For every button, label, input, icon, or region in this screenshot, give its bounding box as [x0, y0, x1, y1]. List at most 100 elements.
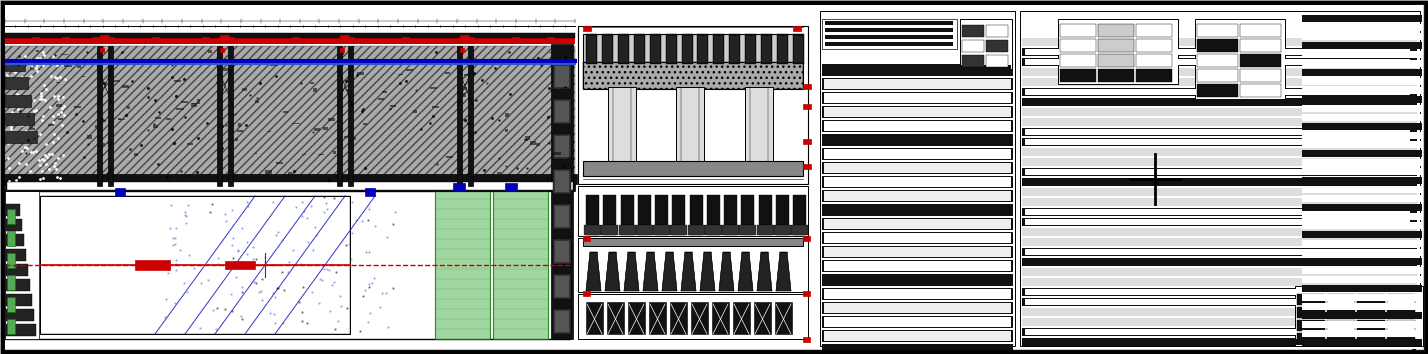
- Bar: [7, 209, 16, 224]
- Bar: [823, 316, 1012, 328]
- Bar: [1025, 339, 1409, 345]
- Bar: [1137, 39, 1172, 52]
- Bar: [824, 219, 1011, 229]
- Bar: [1297, 320, 1325, 331]
- Bar: [1025, 169, 1409, 175]
- Bar: [1302, 159, 1422, 166]
- Bar: [823, 78, 1012, 90]
- Bar: [1297, 333, 1325, 344]
- Bar: [1327, 333, 1355, 344]
- Bar: [618, 34, 628, 64]
- Bar: [1302, 240, 1422, 247]
- Bar: [1297, 294, 1325, 305]
- Bar: [1022, 58, 1417, 66]
- Bar: [1022, 48, 1417, 56]
- Polygon shape: [624, 252, 638, 291]
- Bar: [824, 163, 1011, 173]
- Bar: [340, 48, 344, 52]
- Bar: [745, 87, 773, 161]
- Bar: [506, 129, 508, 132]
- Bar: [1302, 312, 1422, 319]
- Bar: [775, 302, 793, 334]
- Bar: [697, 34, 708, 64]
- Bar: [1197, 39, 1238, 52]
- Bar: [681, 34, 693, 64]
- Bar: [555, 136, 568, 157]
- Bar: [101, 143, 106, 146]
- Bar: [1387, 307, 1415, 318]
- Bar: [1098, 39, 1134, 52]
- Bar: [6, 77, 29, 89]
- Bar: [1022, 98, 1417, 106]
- Bar: [578, 186, 808, 236]
- Bar: [823, 204, 1012, 216]
- Bar: [314, 129, 320, 131]
- Bar: [109, 46, 113, 186]
- Bar: [166, 118, 171, 120]
- Bar: [208, 50, 211, 53]
- Bar: [823, 148, 1012, 160]
- Bar: [824, 121, 1011, 131]
- Bar: [745, 34, 757, 64]
- Bar: [407, 69, 413, 70]
- Polygon shape: [643, 252, 658, 291]
- Bar: [191, 103, 200, 104]
- Bar: [691, 302, 708, 334]
- Bar: [506, 183, 517, 191]
- Bar: [824, 107, 1011, 117]
- Bar: [1302, 60, 1422, 67]
- Bar: [6, 219, 21, 231]
- Bar: [1098, 54, 1134, 67]
- Bar: [1025, 249, 1409, 255]
- Polygon shape: [775, 252, 791, 291]
- Bar: [555, 66, 568, 87]
- Bar: [113, 80, 120, 82]
- Bar: [778, 36, 787, 62]
- Bar: [31, 37, 39, 42]
- Bar: [1302, 321, 1422, 328]
- Bar: [1022, 278, 1417, 286]
- Bar: [497, 172, 501, 173]
- Bar: [553, 134, 571, 159]
- Bar: [714, 36, 724, 62]
- Bar: [1022, 208, 1417, 216]
- Bar: [1060, 54, 1097, 67]
- Bar: [1022, 158, 1417, 166]
- Bar: [667, 36, 675, 62]
- Bar: [1302, 15, 1422, 22]
- Bar: [583, 238, 803, 246]
- Bar: [6, 264, 29, 276]
- Bar: [6, 33, 575, 38]
- Bar: [1302, 87, 1422, 94]
- Bar: [7, 319, 16, 334]
- Bar: [1302, 276, 1422, 283]
- Bar: [464, 74, 468, 76]
- Bar: [6, 204, 20, 216]
- Bar: [1197, 84, 1238, 97]
- Bar: [536, 176, 541, 177]
- Bar: [97, 46, 101, 186]
- Bar: [1240, 84, 1281, 97]
- Bar: [1025, 129, 1409, 135]
- Bar: [1302, 267, 1422, 274]
- Bar: [467, 37, 474, 42]
- Bar: [1022, 288, 1417, 296]
- Bar: [236, 179, 240, 181]
- Bar: [81, 76, 86, 77]
- Bar: [824, 303, 1011, 313]
- Bar: [823, 274, 1012, 286]
- Bar: [136, 260, 170, 270]
- Bar: [29, 128, 36, 130]
- Bar: [635, 225, 653, 235]
- Bar: [458, 93, 466, 97]
- Bar: [1327, 320, 1355, 331]
- Bar: [348, 46, 353, 186]
- Bar: [318, 154, 324, 155]
- Bar: [101, 120, 107, 122]
- Bar: [220, 35, 228, 42]
- Bar: [621, 195, 634, 235]
- Bar: [337, 46, 341, 186]
- Bar: [823, 92, 1012, 104]
- Bar: [618, 36, 628, 62]
- Bar: [1302, 96, 1422, 103]
